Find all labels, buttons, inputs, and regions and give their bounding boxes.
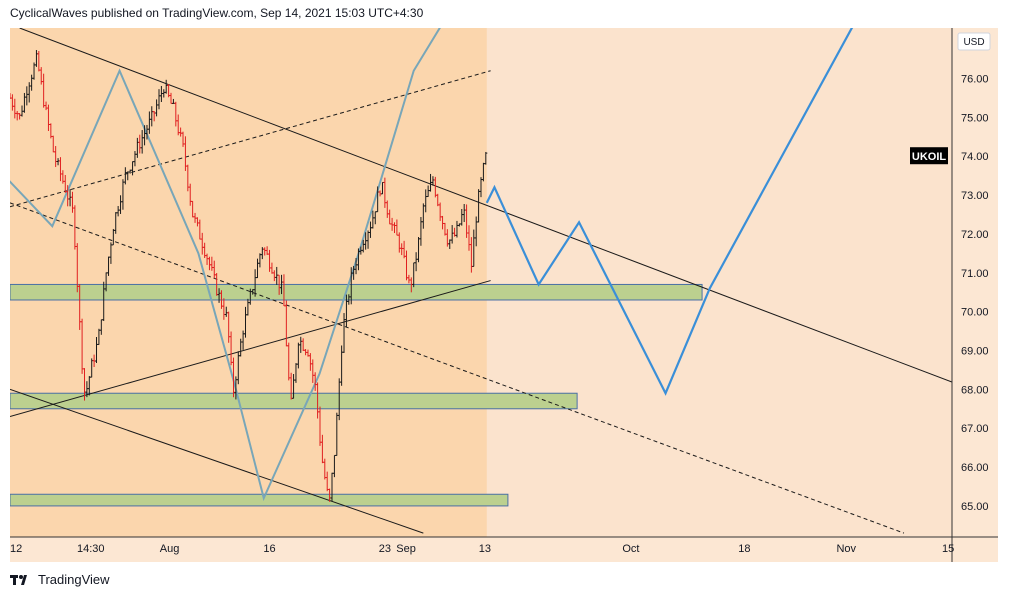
y-tick-label: 71.00 — [961, 268, 989, 280]
support-zone[interactable] — [10, 493, 509, 507]
history-wave-path[interactable] — [4, 20, 444, 502]
projection-wave-path[interactable] — [485, 24, 854, 396]
x-tick-label: 23 — [379, 543, 391, 555]
y-tick-label: 65.00 — [961, 501, 989, 513]
x-tick-label: 12 — [10, 543, 22, 555]
plot-layer — [4, 20, 972, 534]
support-zone[interactable] — [10, 283, 703, 301]
y-tick-label: 66.00 — [961, 462, 989, 474]
symbol-label-box[interactable] — [910, 147, 948, 165]
y-tick-label: 69.00 — [961, 345, 989, 357]
trend-line[interactable] — [10, 388, 424, 534]
x-tick-label: Oct — [622, 543, 639, 555]
y-tick-label: 73.00 — [961, 190, 989, 202]
y-tick-label: 74.00 — [961, 151, 989, 163]
currency-badge[interactable] — [957, 32, 991, 51]
footer-brand[interactable]: TradingView — [38, 572, 110, 587]
tradingview-logo-icon[interactable] — [10, 573, 32, 587]
y-tick-label: 67.00 — [961, 423, 989, 435]
trend-line[interactable] — [10, 280, 491, 418]
y-tick-label: 72.00 — [961, 229, 989, 241]
x-tick-label: 16 — [263, 543, 275, 555]
chart-header: CyclicalWaves published on TradingView.c… — [10, 6, 423, 20]
y-tick-label: 76.00 — [961, 74, 989, 86]
x-tick-label: 13 — [479, 543, 491, 555]
trend-line[interactable] — [19, 28, 972, 389]
history-highlight — [10, 28, 487, 537]
x-tick-label: 15 — [942, 543, 954, 555]
y-tick-label: 68.00 — [961, 384, 989, 396]
x-tick-label: Aug — [160, 543, 180, 555]
symbol-label: UKOIL — [912, 151, 947, 163]
y-tick-label: 75.00 — [961, 112, 989, 124]
currency-label: USD — [963, 37, 984, 48]
publish-info: CyclicalWaves published on TradingView.c… — [10, 6, 424, 20]
trend-line[interactable] — [10, 202, 905, 534]
y-tick-label: 70.00 — [961, 307, 989, 319]
x-tick-label: Nov — [836, 543, 856, 555]
x-tick-label: 14:30 — [77, 543, 105, 555]
footer: TradingView — [10, 572, 110, 587]
x-tick-label: Sep — [396, 543, 416, 555]
x-tick-label: 18 — [738, 543, 750, 555]
trend-line[interactable] — [10, 70, 491, 208]
